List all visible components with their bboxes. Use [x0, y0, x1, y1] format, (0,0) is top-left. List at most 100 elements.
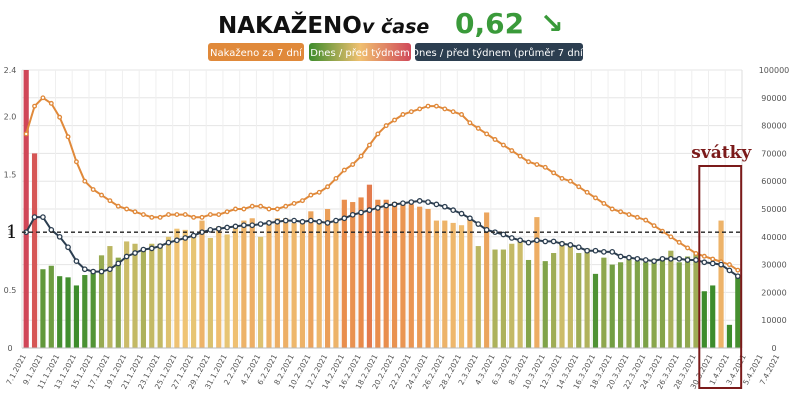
infected-7d-point[interactable]	[433, 103, 439, 109]
infected-7d-point[interactable]	[467, 120, 473, 126]
infected-7d-point[interactable]	[65, 134, 71, 140]
infected-7d-point[interactable]	[710, 256, 716, 262]
ratio-avg7-point[interactable]	[559, 240, 565, 247]
ratio-avg7-point[interactable]	[31, 214, 38, 220]
ratio-avg7-point[interactable]	[408, 199, 415, 205]
ratio-avg7-point[interactable]	[48, 227, 55, 233]
ratio-bar[interactable]	[684, 256, 691, 348]
ratio-avg7-point[interactable]	[718, 261, 724, 268]
infected-7d-point[interactable]	[249, 203, 255, 209]
ratio-avg7-point[interactable]	[291, 217, 297, 224]
infected-7d-point[interactable]	[300, 198, 305, 204]
ratio-avg7-point[interactable]	[266, 220, 272, 226]
ratio-avg7-point[interactable]	[617, 253, 624, 260]
ratio-avg7-point[interactable]	[726, 267, 733, 274]
ratio-avg7-point[interactable]	[165, 239, 172, 246]
infected-7d-point[interactable]	[726, 262, 732, 268]
infected-7d-point[interactable]	[475, 125, 481, 131]
ratio-bar[interactable]	[400, 204, 406, 348]
ratio-avg7-point[interactable]	[642, 257, 649, 263]
ratio-avg7-point[interactable]	[107, 266, 113, 273]
ratio-avg7-point[interactable]	[475, 221, 482, 227]
infected-7d-point[interactable]	[216, 212, 222, 218]
ratio-avg7-point[interactable]	[324, 220, 331, 226]
ratio-bar[interactable]	[23, 70, 29, 348]
infected-7d-point[interactable]	[517, 153, 523, 159]
ratio-bar[interactable]	[324, 209, 331, 348]
infected-7d-point[interactable]	[442, 106, 448, 112]
ratio-avg7-point[interactable]	[383, 202, 390, 209]
infected-7d-point[interactable]	[199, 214, 205, 220]
ratio-avg7-point[interactable]	[626, 254, 632, 261]
ratio-bar[interactable]	[659, 259, 666, 348]
infected-7d-point[interactable]	[149, 214, 155, 220]
infected-7d-point[interactable]	[400, 112, 406, 117]
infected-7d-point[interactable]	[509, 148, 515, 154]
ratio-bar[interactable]	[618, 262, 624, 348]
ratio-bar[interactable]	[48, 265, 54, 348]
legend-item-ratio[interactable]	[309, 43, 411, 61]
ratio-bar[interactable]	[458, 225, 465, 348]
infected-7d-point[interactable]	[425, 103, 431, 109]
ratio-bar[interactable]	[316, 222, 322, 348]
ratio-avg7-point[interactable]	[249, 222, 256, 229]
ratio-bar[interactable]	[57, 276, 63, 348]
ratio-bar[interactable]	[484, 212, 490, 348]
infected-7d-point[interactable]	[316, 189, 322, 195]
infected-7d-point[interactable]	[174, 212, 180, 218]
ratio-bar[interactable]	[735, 276, 741, 348]
infected-7d-point[interactable]	[124, 206, 130, 212]
ratio-bar[interactable]	[216, 226, 222, 348]
infected-7d-point[interactable]	[224, 209, 230, 215]
ratio-bar[interactable]	[391, 202, 398, 348]
ratio-avg7-point[interactable]	[517, 237, 523, 244]
ratio-avg7-point[interactable]	[500, 231, 507, 238]
ratio-avg7-point[interactable]	[274, 218, 281, 225]
ratio-bar[interactable]	[375, 199, 381, 348]
infected-7d-point[interactable]	[283, 203, 289, 209]
infected-7d-point[interactable]	[634, 214, 640, 220]
ratio-bar[interactable]	[98, 255, 105, 348]
ratio-avg7-point[interactable]	[299, 218, 306, 225]
infected-7d-point[interactable]	[182, 212, 188, 218]
ratio-bar[interactable]	[291, 222, 297, 348]
infected-7d-point[interactable]	[459, 112, 464, 117]
infected-7d-point[interactable]	[266, 206, 272, 212]
infected-7d-point[interactable]	[333, 175, 339, 181]
ratio-avg7-point[interactable]	[601, 249, 607, 255]
ratio-avg7-point[interactable]	[224, 224, 230, 231]
infected-7d-point[interactable]	[735, 267, 741, 273]
ratio-avg7-point[interactable]	[207, 227, 214, 233]
legend-item-ratio-avg[interactable]	[415, 43, 583, 61]
ratio-bar[interactable]	[517, 241, 523, 348]
infected-7d-point[interactable]	[341, 167, 347, 173]
infected-7d-point[interactable]	[23, 131, 29, 137]
ratio-avg7-point[interactable]	[709, 260, 716, 267]
infected-7d-point[interactable]	[609, 206, 615, 212]
ratio-bar[interactable]	[584, 248, 590, 348]
ratio-bar[interactable]	[258, 236, 264, 348]
ratio-avg7-point[interactable]	[542, 238, 549, 245]
ratio-bar[interactable]	[266, 220, 272, 348]
ratio-bar[interactable]	[207, 237, 213, 348]
ratio-avg7-point[interactable]	[215, 225, 222, 232]
ratio-avg7-point[interactable]	[734, 273, 741, 280]
ratio-bar[interactable]	[274, 218, 280, 348]
ratio-bar[interactable]	[718, 220, 724, 348]
ratio-bar[interactable]	[693, 253, 699, 348]
ratio-bar[interactable]	[40, 269, 46, 348]
ratio-avg7-point[interactable]	[684, 257, 691, 263]
infected-7d-point[interactable]	[551, 170, 557, 176]
ratio-bar[interactable]	[651, 258, 657, 348]
ratio-bar[interactable]	[559, 241, 565, 348]
ratio-bar[interactable]	[408, 204, 414, 348]
ratio-avg7-point[interactable]	[257, 221, 264, 227]
ratio-avg7-point[interactable]	[333, 217, 339, 224]
infected-7d-point[interactable]	[643, 217, 649, 223]
infected-7d-point[interactable]	[651, 223, 657, 229]
ratio-bar[interactable]	[232, 227, 239, 348]
ratio-avg7-point[interactable]	[232, 223, 239, 230]
ratio-avg7-point[interactable]	[525, 239, 532, 246]
ratio-bar[interactable]	[542, 261, 548, 348]
infected-7d-point[interactable]	[500, 142, 506, 148]
